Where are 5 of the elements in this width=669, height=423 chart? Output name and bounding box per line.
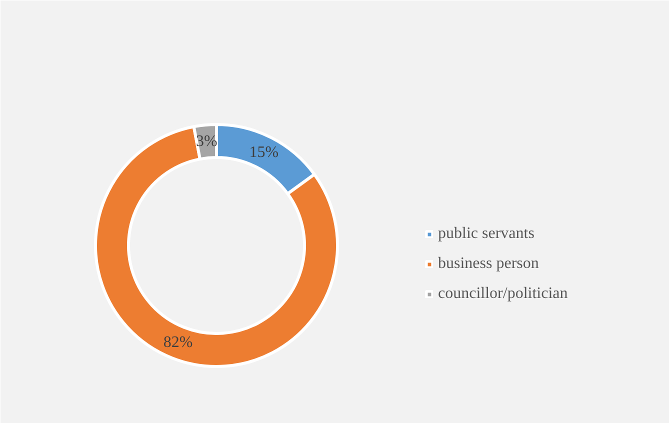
legend-label: councillor/politician <box>438 285 568 303</box>
legend-label: public servants <box>438 225 534 243</box>
data-label: 82% <box>163 334 193 352</box>
data-label: 15% <box>249 144 279 161</box>
legend-label: business person <box>438 255 539 273</box>
